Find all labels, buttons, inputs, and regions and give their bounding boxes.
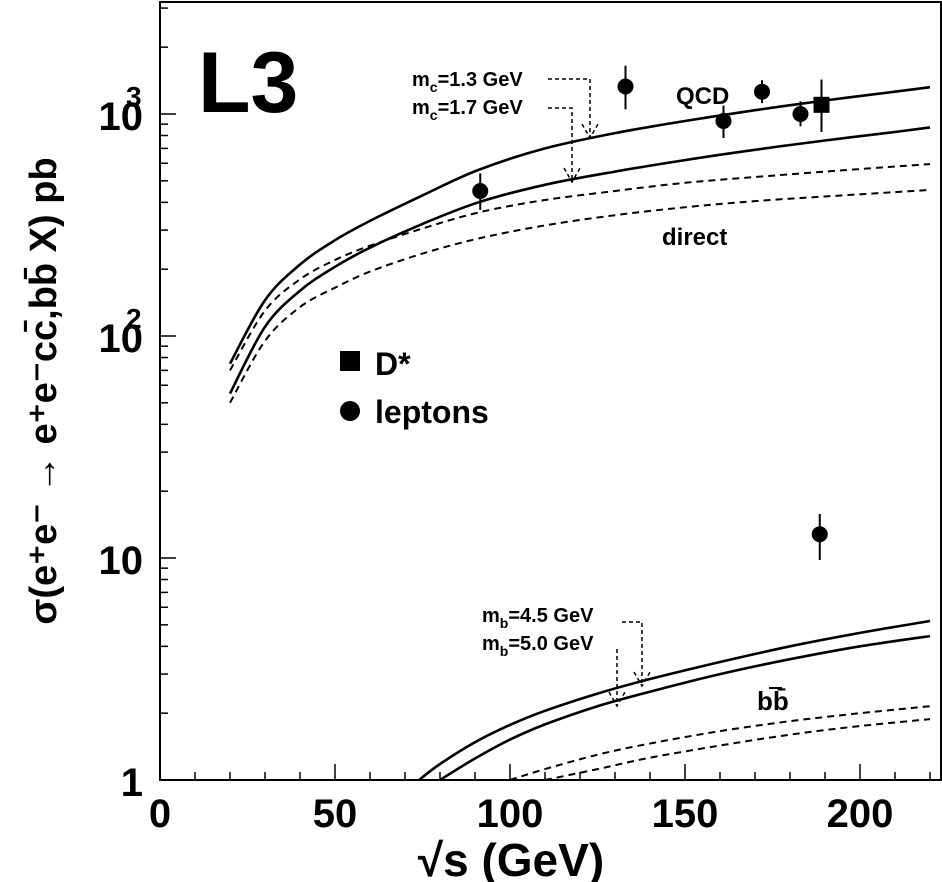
- lepton-point: [715, 112, 732, 129]
- mb45-pointer: [622, 621, 643, 686]
- legend-dstar-label: D*: [375, 346, 411, 382]
- mc13-label: mc=1.3 GeV: [412, 69, 523, 95]
- cc-dashed-curve: [229, 163, 931, 371]
- mb50-label: mb=5.0 GeV: [482, 633, 594, 659]
- y-tick-label: 10: [99, 539, 144, 583]
- mb50-pointer-head: [608, 691, 626, 708]
- bb-label: bb̄: [757, 686, 789, 716]
- x-tick-label: 150: [652, 792, 719, 836]
- lepton-point: [472, 182, 489, 199]
- y-tick-label: 10: [99, 95, 144, 139]
- legend-leptons-label: leptons: [375, 394, 489, 430]
- plot-frame: [159, 1, 942, 781]
- mc17-label: mc=1.7 GeV: [412, 97, 523, 123]
- mc13-pointer-head: [581, 123, 599, 140]
- x-tick-label: 200: [827, 792, 894, 836]
- y-tick-exponent: 3: [126, 81, 142, 112]
- lepton-point: [811, 526, 828, 543]
- mc17-pointer-head: [563, 167, 581, 184]
- x-tick-label: 100: [477, 792, 544, 836]
- x-tick-label: 0: [149, 792, 171, 836]
- cc-dashed-curve: [229, 188, 931, 404]
- mb45-label: mb=4.5 GeV: [482, 605, 594, 631]
- legend-square-marker: [340, 351, 360, 371]
- y-tick-exponent: 2: [126, 303, 142, 334]
- x-tick-label: 50: [313, 792, 358, 836]
- y-axis-title: σ(e⁺e⁻ → e⁺e⁻cc̄,bb̄ X) pb: [23, 157, 65, 624]
- dstar-point: [813, 96, 830, 113]
- cc-solid-curve: [228, 126, 931, 395]
- experiment-label: L3: [198, 35, 298, 131]
- cc-solid-curve: [228, 85, 931, 365]
- bb-dashed-curve: [544, 718, 931, 780]
- lepton-point: [792, 106, 809, 122]
- bb-solid-curve: [418, 619, 931, 780]
- bb-dashed-curve: [509, 705, 931, 780]
- legend-circle-marker: [340, 401, 360, 421]
- mc13-pointer: [548, 78, 591, 138]
- y-tick-label: 10: [99, 317, 144, 361]
- bb-solid-curve: [439, 634, 931, 780]
- lepton-point: [617, 78, 634, 95]
- mb45-pointer-head: [633, 671, 651, 688]
- direct-label: direct: [662, 224, 727, 251]
- lepton-point: [754, 83, 770, 100]
- y-tick-label: 1: [121, 761, 143, 805]
- qcd-label: QCD: [676, 83, 729, 110]
- mc17-pointer: [548, 107, 573, 182]
- x-axis-title: √s (GeV): [418, 834, 604, 882]
